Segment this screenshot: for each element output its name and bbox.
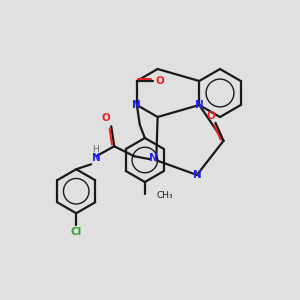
- Text: N: N: [92, 153, 100, 163]
- Text: CH₃: CH₃: [157, 191, 173, 200]
- Text: N: N: [149, 153, 158, 163]
- Text: O: O: [155, 76, 164, 86]
- Text: H: H: [92, 145, 99, 154]
- Text: N: N: [133, 100, 141, 110]
- Text: N: N: [193, 170, 201, 180]
- Text: O: O: [206, 111, 215, 121]
- Text: O: O: [102, 113, 111, 123]
- Text: N: N: [195, 100, 204, 110]
- Text: Cl: Cl: [70, 227, 82, 237]
